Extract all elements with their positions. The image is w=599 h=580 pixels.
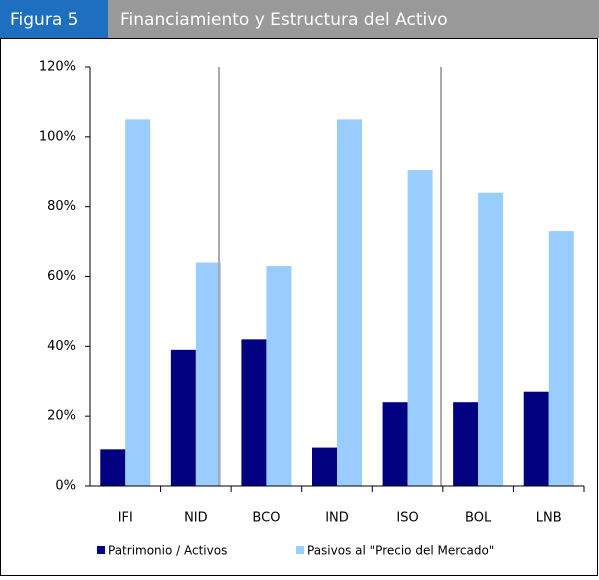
bar xyxy=(170,349,196,486)
bar xyxy=(478,192,504,486)
header-label-box xyxy=(0,0,108,38)
y-tick-label: 120% xyxy=(39,60,76,75)
header-label: Figura 5 xyxy=(10,10,78,30)
bar xyxy=(453,402,479,486)
x-tick-label: ISO xyxy=(396,511,418,526)
legend-label: Patrimonio / Activos xyxy=(108,544,227,558)
x-tick-label: IFI xyxy=(118,511,133,526)
x-tick-label: IND xyxy=(325,511,349,526)
bar xyxy=(407,170,433,487)
x-tick-label: BCO xyxy=(252,511,280,526)
x-tick-label: NID xyxy=(184,511,208,526)
bar xyxy=(100,449,126,486)
x-tick-label: LNB xyxy=(536,511,562,526)
legend-label: Pasivos al "Precio del Mercado" xyxy=(307,544,494,558)
legend-swatch xyxy=(97,546,105,554)
bar xyxy=(312,447,337,486)
y-tick-label: 20% xyxy=(47,409,76,424)
bar xyxy=(337,119,362,486)
bar xyxy=(382,402,408,486)
y-tick-label: 60% xyxy=(47,269,76,284)
legend-swatch xyxy=(296,546,304,554)
header-title-box xyxy=(108,0,599,38)
bar xyxy=(125,119,151,486)
y-tick-label: 80% xyxy=(47,199,76,214)
bar xyxy=(195,262,221,486)
y-tick-label: 0% xyxy=(55,479,76,494)
header-title: Financiamiento y Estructura del Activo xyxy=(120,10,448,30)
y-tick-label: 40% xyxy=(47,339,76,354)
x-tick-label: BOL xyxy=(465,511,492,526)
bar xyxy=(548,231,574,486)
bar xyxy=(523,391,549,486)
y-tick-label: 100% xyxy=(39,129,76,144)
bar xyxy=(241,339,267,486)
bar xyxy=(266,266,292,486)
